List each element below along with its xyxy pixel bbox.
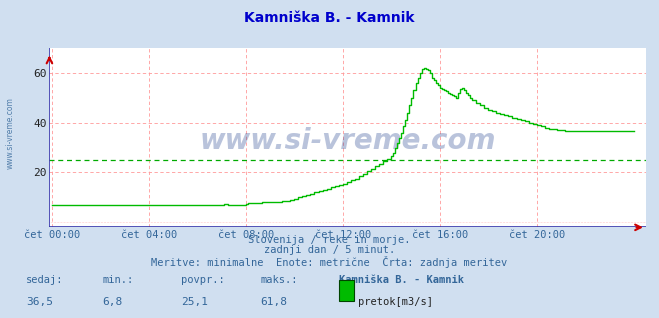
Text: sedaj:: sedaj:	[26, 275, 64, 285]
Text: 61,8: 61,8	[260, 297, 287, 307]
Text: min.:: min.:	[102, 275, 133, 285]
Text: www.si-vreme.com: www.si-vreme.com	[5, 98, 14, 169]
Text: pretok[m3/s]: pretok[m3/s]	[358, 297, 433, 307]
Text: zadnji dan / 5 minut.: zadnji dan / 5 minut.	[264, 245, 395, 255]
Text: povpr.:: povpr.:	[181, 275, 225, 285]
Text: Kamniška B. - Kamnik: Kamniška B. - Kamnik	[339, 275, 465, 285]
Text: 6,8: 6,8	[102, 297, 123, 307]
Text: 25,1: 25,1	[181, 297, 208, 307]
Text: 36,5: 36,5	[26, 297, 53, 307]
Text: Slovenija / reke in morje.: Slovenija / reke in morje.	[248, 235, 411, 245]
Text: Kamniška B. - Kamnik: Kamniška B. - Kamnik	[244, 11, 415, 25]
Text: www.si-vreme.com: www.si-vreme.com	[200, 127, 496, 155]
Text: Meritve: minimalne  Enote: metrične  Črta: zadnja meritev: Meritve: minimalne Enote: metrične Črta:…	[152, 256, 507, 268]
Text: maks.:: maks.:	[260, 275, 298, 285]
